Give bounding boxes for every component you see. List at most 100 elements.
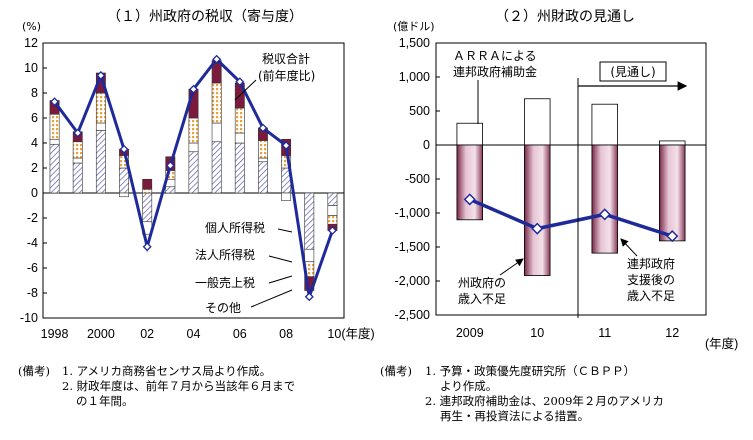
bar-corporate-income-tax — [49, 138, 60, 145]
left-notes-head: (備考) — [18, 364, 50, 378]
right-notes-line4: 再生・再投資法による措置。 — [440, 409, 590, 423]
left-ytick-label: 10 — [24, 61, 38, 75]
left-y-axis: -10 -8 -6 -4 -2 0 2 4 6 8 10 12 — [20, 36, 344, 325]
right-xtick-label: 12 — [665, 326, 679, 340]
bar-corporate-income-tax — [72, 157, 83, 164]
right-y-axis: -2,500 -2,000 -1,500 -1,000 -500 0 500 1,000 1,5… — [395, 36, 706, 322]
left-total-line — [50, 54, 337, 302]
right-xtick-suffix: (年度) — [705, 336, 738, 351]
bar-arra-federal-aid — [524, 98, 551, 146]
bar-state-revenue-shortfall — [659, 144, 686, 242]
left-ytick-label: -2 — [27, 211, 38, 225]
left-ytick-label: 4 — [31, 136, 38, 150]
after-label-line1: 連邦政府 — [627, 256, 675, 271]
bar-personal-income-tax — [188, 151, 199, 194]
bar-personal-income-tax — [49, 143, 60, 194]
after-label-line3: 歳入不足 — [627, 289, 675, 303]
right-ytick-label: 500 — [409, 104, 430, 118]
forecast-label: (見通し) — [610, 65, 655, 79]
left-ytick-label: -6 — [27, 261, 38, 275]
arra-label-line2: 連邦政府補助金 — [453, 64, 537, 79]
left-ytick-label: 2 — [31, 161, 38, 175]
right-x-axis: 2009 10 11 12 (年度) — [456, 326, 738, 351]
bar-arra-federal-aid — [456, 122, 483, 146]
left-x-axis: 1998 2000 02 04 06 08 10(年度) — [41, 326, 375, 341]
bar-personal-income-tax — [119, 167, 129, 194]
right-notes-line1: 1. 予算・政策優先度研究所（ＣＢＰＰ） — [425, 364, 636, 378]
bar-personal-income-tax — [72, 162, 83, 194]
bar-personal-income-tax — [95, 130, 106, 194]
bar-other — [142, 178, 153, 190]
legend-corporate-income-tax: 法人所得税 — [195, 247, 255, 262]
right-xtick-label: 11 — [598, 326, 611, 340]
after-support-line-path — [469, 197, 673, 238]
total-leader-line — [234, 79, 257, 101]
total-line-point — [304, 292, 314, 302]
bar-general-sales-tax — [188, 117, 199, 144]
bar-personal-income-tax — [211, 141, 222, 194]
bar-corporate-income-tax — [188, 142, 199, 153]
shortfall-label-line1: 州政府の — [458, 275, 506, 290]
after-support-line-point — [531, 222, 544, 235]
bar-personal-income-tax — [234, 142, 245, 194]
state-budget-outlook-chart: （２）州財政の見通し (億ドル) -2,500 -2,000 -1,500 -1,00… — [393, 9, 738, 351]
other-leader — [250, 289, 293, 308]
total-line-point — [73, 128, 83, 138]
total-line-point — [188, 84, 199, 94]
bar-general-sales-tax — [327, 215, 338, 225]
bar-corporate-income-tax — [95, 122, 106, 131]
bar-general-sales-tax — [72, 141, 83, 159]
bar-corporate-income-tax — [211, 122, 222, 143]
right-ytick-label: 1,000 — [399, 70, 430, 84]
total-line-point — [212, 54, 222, 64]
after-support-line-point — [463, 193, 476, 206]
bar-general-sales-tax — [142, 188, 153, 194]
bar-corporate-income-tax — [119, 192, 129, 198]
bar-general-sales-tax — [95, 92, 106, 124]
bar-general-sales-tax — [258, 140, 268, 159]
bar-general-sales-tax — [49, 113, 60, 140]
left-xtick-label: 02 — [140, 327, 154, 341]
left-ytick-label: 8 — [31, 86, 38, 100]
right-ytick-label: -1,500 — [395, 240, 430, 254]
right-xtick-label: 10 — [530, 326, 544, 340]
total-label-line1: 税収合計 — [262, 51, 310, 66]
total-label-line2: (前年度比) — [258, 68, 315, 83]
legend-personal-income-tax: 個人所得税 — [205, 220, 265, 235]
left-xtick-label: 2000 — [87, 327, 115, 341]
left-xtick-label: 06 — [233, 327, 247, 341]
bar-corporate-income-tax — [258, 157, 268, 163]
left-chart-unit: (%) — [22, 20, 41, 33]
personal-tax-leader — [277, 228, 293, 233]
left-xtick-label: 1998 — [41, 327, 69, 341]
left-bars — [49, 60, 338, 291]
after-label-line2: 支援後の — [627, 273, 675, 287]
bar-state-revenue-shortfall — [524, 144, 551, 276]
total-line-point — [96, 70, 106, 81]
right-ytick-label: -500 — [405, 172, 430, 186]
right-ytick-label: -2,000 — [395, 274, 430, 288]
left-plot-frame — [42, 42, 345, 319]
legend-general-sales-tax: 一般売上税 — [195, 275, 255, 290]
legend-other: その他 — [205, 301, 241, 315]
left-chart-title: （１）州政府の税収（寄与度） — [107, 8, 303, 25]
bar-general-sales-tax — [211, 82, 222, 124]
right-notes-head: (備考) — [380, 364, 412, 378]
left-ytick-label: 0 — [31, 186, 38, 200]
bar-personal-income-tax — [142, 192, 153, 223]
bar-personal-income-tax — [165, 186, 176, 194]
bar-personal-income-tax — [327, 192, 338, 206]
left-ytick-label: -10 — [20, 311, 38, 325]
right-ytick-label: -2,500 — [395, 308, 430, 322]
left-notes-line2: 2. 財政年度は、前年７月から当該年６月まで — [62, 379, 296, 393]
right-ytick-label: 1,500 — [399, 36, 430, 50]
left-ytick-label: -8 — [27, 286, 38, 300]
total-line-point — [165, 160, 175, 171]
bar-corporate-income-tax — [234, 132, 245, 144]
left-ytick-label: 6 — [31, 111, 38, 125]
left-ytick-label: 12 — [24, 36, 38, 50]
bar-state-revenue-shortfall — [591, 144, 618, 254]
after-support-line-point — [598, 208, 611, 221]
bar-corporate-income-tax — [281, 192, 292, 201]
shortfall-label-line2: 歳入不足 — [458, 292, 506, 306]
